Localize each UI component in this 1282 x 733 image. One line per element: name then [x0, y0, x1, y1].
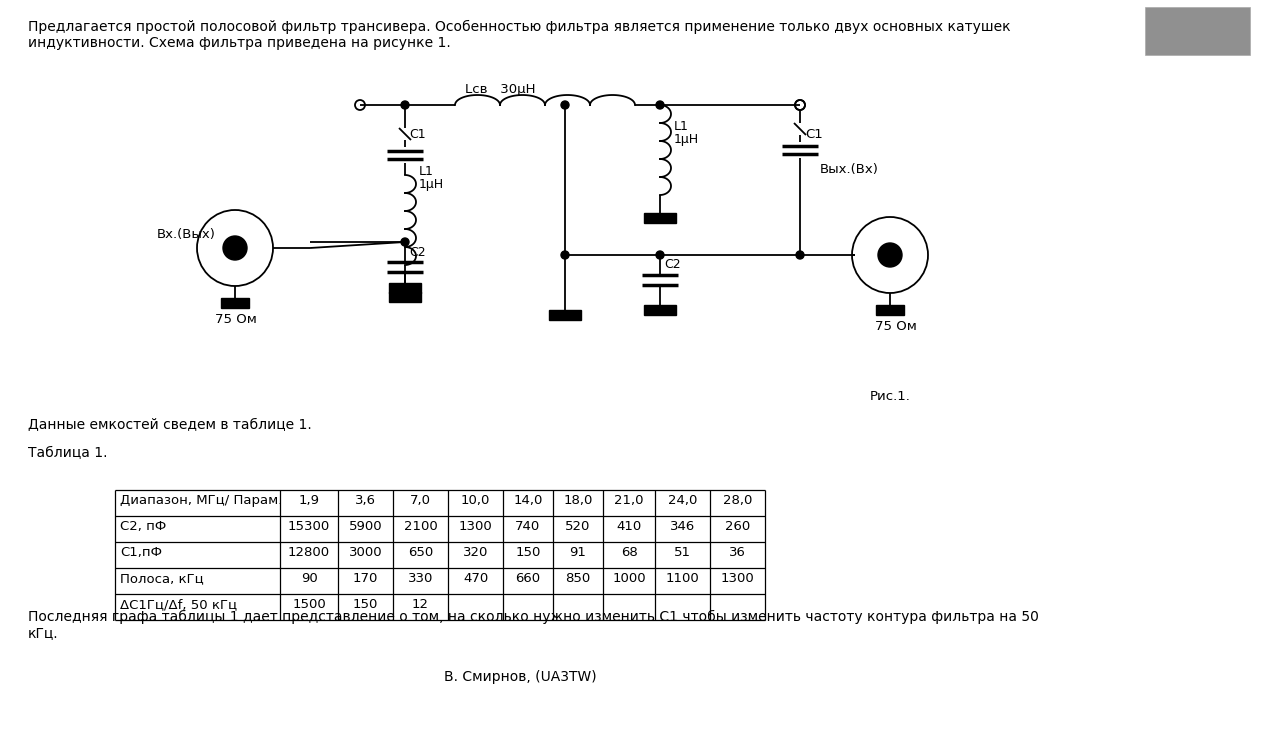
- Text: D:0   U:665: D:0 U:665: [1150, 708, 1205, 718]
- Text: Lсв   30μH: Lсв 30μH: [465, 83, 536, 96]
- Text: 1μН: 1μН: [674, 133, 699, 146]
- Circle shape: [562, 251, 569, 259]
- Bar: [388, 283, 420, 293]
- Text: 660: 660: [515, 572, 541, 585]
- Circle shape: [223, 236, 247, 260]
- Text: C1: C1: [409, 128, 426, 141]
- Text: 650: 650: [408, 546, 433, 559]
- Text: 346: 346: [670, 520, 695, 533]
- Text: 10,0: 10,0: [460, 494, 490, 507]
- Text: Таблица 1.: Таблица 1.: [28, 446, 108, 460]
- Text: ΔС1Гц/Δf, 50 кГц: ΔС1Гц/Δf, 50 кГц: [121, 598, 237, 611]
- Text: 1100: 1100: [665, 572, 700, 585]
- Text: 3000: 3000: [349, 546, 382, 559]
- Text: Диапазон, МГц/ Парам.: Диапазон, МГц/ Парам.: [121, 494, 282, 507]
- Text: 1300: 1300: [720, 572, 754, 585]
- Text: 150: 150: [515, 546, 541, 559]
- Text: 12: 12: [412, 598, 429, 611]
- Text: 91: 91: [569, 546, 586, 559]
- Text: 36: 36: [729, 546, 746, 559]
- Text: 28,0: 28,0: [723, 494, 753, 507]
- Text: 18,0: 18,0: [563, 494, 592, 507]
- Text: 1300: 1300: [459, 520, 492, 533]
- Text: 68: 68: [620, 546, 637, 559]
- Text: С2, пФ: С2, пФ: [121, 520, 167, 533]
- Text: Вх.(Вых): Вх.(Вых): [156, 228, 215, 241]
- Text: 170: 170: [353, 572, 378, 585]
- Bar: [644, 305, 676, 315]
- Text: C1: C1: [805, 128, 823, 141]
- Text: 1μН: 1μН: [419, 178, 444, 191]
- Text: 330: 330: [408, 572, 433, 585]
- Text: 260: 260: [724, 520, 750, 533]
- Bar: [549, 310, 581, 320]
- Text: 2100: 2100: [404, 520, 437, 533]
- Circle shape: [562, 101, 569, 109]
- Text: 90: 90: [300, 572, 318, 585]
- Text: 3,6: 3,6: [355, 494, 376, 507]
- Text: 1000: 1000: [613, 572, 646, 585]
- Bar: [876, 305, 904, 315]
- Bar: [644, 213, 676, 223]
- Text: Вых.(Вх): Вых.(Вх): [820, 163, 879, 176]
- Text: Полоса, кГц: Полоса, кГц: [121, 572, 204, 585]
- Text: 320: 320: [463, 546, 488, 559]
- Circle shape: [796, 251, 804, 259]
- Text: 21,0: 21,0: [614, 494, 644, 507]
- Text: 410: 410: [617, 520, 641, 533]
- Text: 24,0: 24,0: [668, 494, 697, 507]
- Circle shape: [401, 101, 409, 109]
- Text: 7,0: 7,0: [410, 494, 431, 507]
- Text: 51: 51: [674, 546, 691, 559]
- Text: Последняя графа таблицы 1 дает представление о том, на сколько нужно изменить С1: Последняя графа таблицы 1 дает представл…: [28, 610, 1038, 641]
- Text: Предлагается простой полосовой фильтр трансивера. Особенностью фильтра является : Предлагается простой полосовой фильтр тр…: [28, 20, 1010, 51]
- Text: 5900: 5900: [349, 520, 382, 533]
- Text: 150: 150: [353, 598, 378, 611]
- Text: 12800: 12800: [288, 546, 329, 559]
- Circle shape: [656, 251, 664, 259]
- Bar: [388, 292, 420, 302]
- Bar: [221, 298, 249, 308]
- Circle shape: [656, 101, 664, 109]
- Text: В. Смирнов, (UA3TW): В. Смирнов, (UA3TW): [444, 670, 596, 684]
- Text: 75 Ом: 75 Ом: [215, 313, 256, 326]
- Bar: [1145, 7, 1250, 55]
- Text: 1,9: 1,9: [299, 494, 319, 507]
- Text: L1: L1: [674, 120, 688, 133]
- Text: L1: L1: [419, 165, 433, 178]
- Text: 850: 850: [565, 572, 591, 585]
- Circle shape: [878, 243, 903, 267]
- Circle shape: [401, 238, 409, 246]
- Text: Рис.1.: Рис.1.: [870, 390, 912, 403]
- Text: 1500: 1500: [292, 598, 326, 611]
- Text: 14,0: 14,0: [513, 494, 542, 507]
- Text: 740: 740: [515, 520, 541, 533]
- Text: C2: C2: [409, 246, 426, 259]
- Text: 520: 520: [565, 520, 591, 533]
- Text: 15300: 15300: [288, 520, 331, 533]
- Text: Данные емкостей сведем в таблице 1.: Данные емкостей сведем в таблице 1.: [28, 418, 312, 432]
- Text: С1,пФ: С1,пФ: [121, 546, 162, 559]
- Text: C2: C2: [664, 258, 681, 271]
- Text: 470: 470: [463, 572, 488, 585]
- Text: 75 Ом: 75 Ом: [876, 320, 917, 333]
